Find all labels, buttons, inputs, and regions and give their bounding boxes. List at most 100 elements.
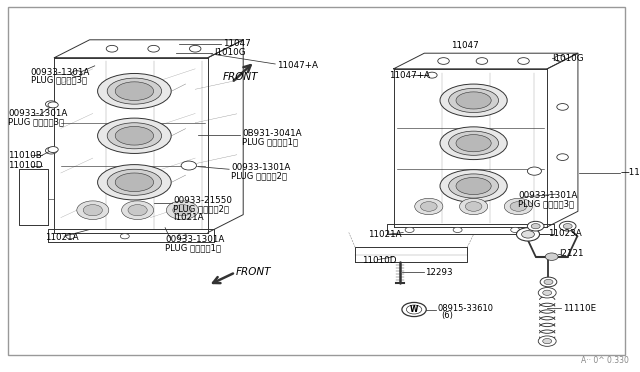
Text: A·· 0^ 0.330: A·· 0^ 0.330 <box>580 356 628 365</box>
Circle shape <box>406 305 422 314</box>
Ellipse shape <box>115 82 154 100</box>
Circle shape <box>460 198 488 215</box>
Circle shape <box>45 147 57 154</box>
Text: PLUG プラグ（1）: PLUG プラグ（1） <box>242 137 298 146</box>
Circle shape <box>511 227 520 232</box>
Ellipse shape <box>449 131 499 155</box>
Ellipse shape <box>108 123 162 149</box>
Circle shape <box>527 167 541 175</box>
Text: PLUG プラグ（3）: PLUG プラグ（3） <box>518 199 575 208</box>
Ellipse shape <box>115 173 154 192</box>
Circle shape <box>555 55 565 61</box>
Text: 11047: 11047 <box>223 39 250 48</box>
Circle shape <box>415 198 443 215</box>
Text: FRONT: FRONT <box>236 267 271 277</box>
Ellipse shape <box>456 177 492 195</box>
Text: 00933-21550: 00933-21550 <box>173 196 232 205</box>
Text: 11047+A: 11047+A <box>389 71 430 80</box>
Text: FRONT: FRONT <box>223 72 258 82</box>
Ellipse shape <box>440 84 508 117</box>
Circle shape <box>516 228 540 241</box>
Text: I2121: I2121 <box>559 249 584 258</box>
Text: 11010D: 11010D <box>362 256 396 265</box>
Circle shape <box>173 205 192 216</box>
Text: 08915-33610: 08915-33610 <box>438 304 494 313</box>
Circle shape <box>77 201 109 219</box>
Text: PLUG プラグ（2）: PLUG プラグ（2） <box>231 171 287 180</box>
Circle shape <box>120 234 129 239</box>
Circle shape <box>540 277 557 287</box>
Circle shape <box>543 290 552 295</box>
Text: 11010D: 11010D <box>8 161 43 170</box>
Circle shape <box>72 71 82 77</box>
Text: 12293: 12293 <box>425 268 452 277</box>
Text: 11010B: 11010B <box>8 151 42 160</box>
Circle shape <box>510 202 527 211</box>
Circle shape <box>402 302 426 317</box>
Circle shape <box>522 231 534 238</box>
Text: I1010G: I1010G <box>552 54 583 63</box>
Ellipse shape <box>108 169 162 195</box>
Circle shape <box>543 339 552 344</box>
Circle shape <box>545 253 558 260</box>
Text: PLUG プラグ（3）: PLUG プラグ（3） <box>31 76 87 85</box>
Text: 0B931-3041A: 0B931-3041A <box>242 129 301 138</box>
Circle shape <box>538 288 556 298</box>
Circle shape <box>531 224 540 229</box>
Circle shape <box>420 202 437 211</box>
Circle shape <box>189 45 201 52</box>
Ellipse shape <box>115 126 154 145</box>
Ellipse shape <box>97 73 172 109</box>
Text: 00933-1301A: 00933-1301A <box>165 235 225 244</box>
Circle shape <box>557 154 568 160</box>
Ellipse shape <box>449 89 499 112</box>
Text: 11110E: 11110E <box>563 304 596 312</box>
Ellipse shape <box>456 135 492 152</box>
Text: 00933-1301A: 00933-1301A <box>231 163 291 172</box>
Circle shape <box>181 161 196 170</box>
Circle shape <box>453 227 462 232</box>
Ellipse shape <box>97 164 172 200</box>
Ellipse shape <box>456 92 492 109</box>
Circle shape <box>438 58 449 64</box>
Text: 00933-1301A: 00933-1301A <box>8 109 68 118</box>
Circle shape <box>544 279 553 285</box>
Circle shape <box>465 202 482 211</box>
Circle shape <box>559 221 576 231</box>
Text: W: W <box>410 305 419 314</box>
Text: PLUG プラグ（1）: PLUG プラグ（1） <box>165 244 221 253</box>
Text: PLUG プラグ（2）: PLUG プラグ（2） <box>173 205 230 214</box>
Circle shape <box>106 45 118 52</box>
Circle shape <box>178 234 187 239</box>
Ellipse shape <box>440 170 508 202</box>
Circle shape <box>148 45 159 52</box>
Circle shape <box>122 201 154 219</box>
Text: PLUG プラグ（3）: PLUG プラグ（3） <box>8 117 65 126</box>
Text: —11010: —11010 <box>621 169 640 177</box>
Text: 11023A: 11023A <box>548 229 582 238</box>
Circle shape <box>504 198 532 215</box>
Ellipse shape <box>108 78 162 104</box>
Ellipse shape <box>97 118 172 153</box>
Ellipse shape <box>440 127 508 160</box>
Text: 11021A: 11021A <box>45 233 79 242</box>
Text: 11047: 11047 <box>451 41 479 50</box>
Ellipse shape <box>449 174 499 198</box>
Text: I1021A: I1021A <box>173 213 204 222</box>
Circle shape <box>48 147 58 153</box>
Circle shape <box>48 102 58 108</box>
Circle shape <box>563 224 572 229</box>
Circle shape <box>83 205 102 216</box>
Text: 00933-1301A: 00933-1301A <box>31 68 90 77</box>
Circle shape <box>518 58 529 64</box>
Circle shape <box>128 205 147 216</box>
Circle shape <box>66 234 75 239</box>
Circle shape <box>405 227 414 232</box>
Text: 11047+A: 11047+A <box>277 61 318 70</box>
Text: 00933-1301A: 00933-1301A <box>518 191 578 200</box>
Circle shape <box>427 72 437 78</box>
Circle shape <box>476 58 488 64</box>
Text: 11021A: 11021A <box>368 230 402 239</box>
Text: I1010G: I1010G <box>214 48 246 57</box>
Circle shape <box>45 101 57 108</box>
